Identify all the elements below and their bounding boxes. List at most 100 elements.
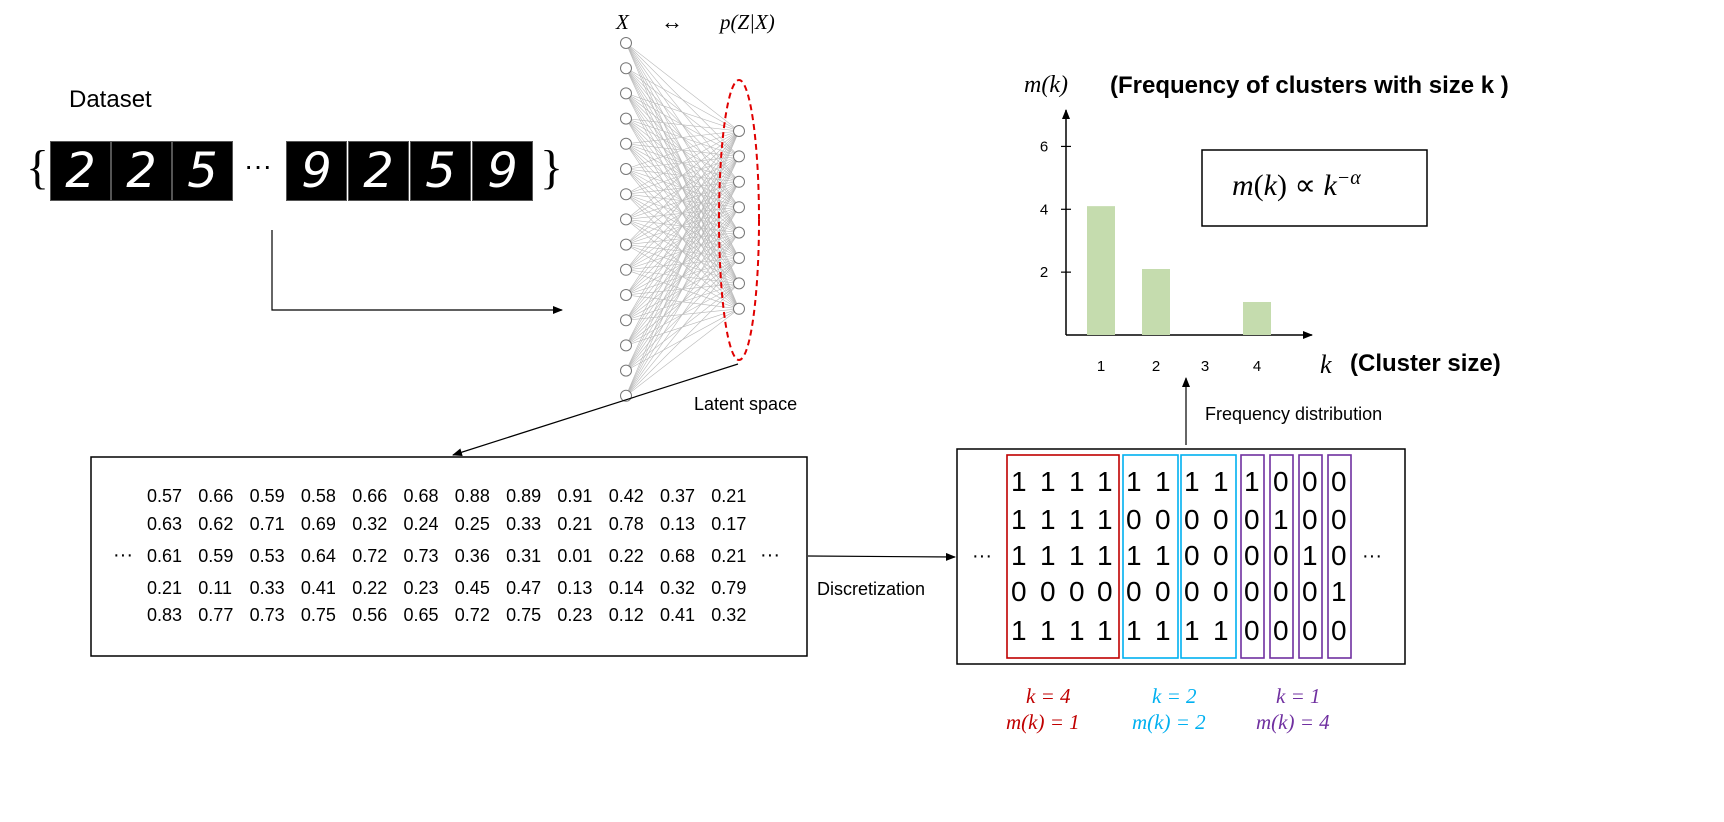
input-node: [620, 238, 632, 251]
binary-matrix-cell: 0: [1097, 576, 1113, 607]
chart-y-tick-label: 2: [1040, 264, 1048, 281]
latent-matrix-cell: 0.31: [506, 546, 542, 566]
latent-matrix-cell: 0.47: [506, 578, 542, 598]
binary-matrix-cell: 0: [1213, 504, 1229, 535]
latent-matrix-cell: 0.58: [300, 486, 336, 506]
latent-matrix-cell: 0.64: [300, 546, 336, 566]
binary-matrix-cell: 1: [1097, 504, 1113, 535]
dataset-to-network-arrow: [271, 230, 563, 314]
latent-matrix-cell: 0.75: [506, 605, 542, 625]
binary-matrix-cell: 0: [1331, 504, 1347, 535]
network-edge: [625, 130, 740, 220]
dataset-digit-image: 9: [286, 141, 347, 201]
binary-matrix-cell: 1: [1011, 540, 1027, 571]
latent-matrix-cell: 0.14: [608, 578, 644, 598]
latent-node: [733, 277, 745, 290]
binary-matrix-cell: 1: [1097, 540, 1113, 571]
input-node: [620, 314, 632, 327]
group-3-k-label: k = 1: [1276, 684, 1321, 708]
latent-matrix-cell: 0.88: [454, 486, 490, 506]
binary-matrix-cell: 1: [1331, 576, 1347, 607]
network-edge: [625, 42, 740, 132]
binary-matrix-cell: 1: [1040, 466, 1056, 497]
cluster-box: [1327, 454, 1352, 659]
latent-matrix-cell: 0.68: [403, 486, 439, 506]
latent-matrix-cell: 0.68: [660, 546, 696, 566]
formula-base: k: [1323, 169, 1337, 202]
latent-matrix-cell: 0.01: [557, 546, 593, 566]
latent-matrix-cell: 0.69: [300, 514, 336, 534]
formula-k: k: [1263, 169, 1277, 202]
binary-matrix-cell: 1: [1011, 466, 1027, 497]
network-edge: [625, 93, 740, 132]
formula-box: [1201, 149, 1428, 227]
latent-matrix-cell: 0.21: [711, 546, 747, 566]
latent-matrix-cell: 0.11: [198, 578, 232, 598]
group-1-m-label: m(k) = 1: [1006, 710, 1080, 734]
latent-node: [733, 201, 745, 214]
chart-x-tick-label: 4: [1253, 358, 1261, 375]
network-edge: [625, 130, 740, 170]
latent-matrix-cell: 0.23: [403, 578, 439, 598]
binary-matrix-cell: 0: [1331, 540, 1347, 571]
latent-space-label: Latent space: [694, 394, 798, 414]
formula-propto: ∝: [1294, 169, 1316, 202]
chart-bar: [1087, 206, 1115, 335]
network-label-p: p(Z|X): [720, 10, 775, 34]
latent-matrix-cell: 0.25: [454, 514, 490, 534]
latent-matrix-cell: 0.32: [352, 514, 388, 534]
binary-matrix-cell: 0: [1244, 576, 1260, 607]
binary-matrix-cell: 1: [1040, 615, 1056, 646]
latent-matrix-cell: 0.21: [711, 486, 747, 506]
latent-matrix-cell: 0.33: [249, 578, 285, 598]
cluster-box: [1240, 454, 1265, 659]
binary-matrix-cell: 1: [1011, 615, 1027, 646]
group-3-m-label: m(k) = 4: [1256, 710, 1330, 734]
latent-matrix-cell: 0.78: [608, 514, 644, 534]
binary-matrix-cell: 1: [1097, 466, 1113, 497]
binary-matrix-cell: 1: [1097, 615, 1113, 646]
binary-matrix-cell: 0: [1331, 466, 1347, 497]
binary-matrix-cell: 1: [1040, 540, 1056, 571]
input-node: [620, 263, 632, 276]
binary-matrix-cell: 1: [1184, 466, 1200, 497]
latent-to-matrix-arrow: [452, 363, 739, 457]
binary-matrix-cell: 1: [1213, 466, 1229, 497]
cluster-box: [1298, 454, 1323, 659]
latent-matrix-cell: 0.32: [711, 605, 747, 625]
binary-matrix-cell: 0: [1302, 504, 1318, 535]
dataset-title: Dataset: [69, 86, 152, 113]
latent-node: [733, 175, 745, 188]
latent-matrix-ellipsis-left: ···: [113, 544, 133, 566]
discretization-label: Discretization: [817, 579, 926, 599]
network-edge: [625, 130, 740, 371]
binary-matrix-cell: 0: [1040, 576, 1056, 607]
cluster-box: [1006, 454, 1120, 659]
cluster-boxes: [1006, 454, 1352, 659]
discretization-arrow: [807, 552, 956, 561]
latent-matrix-cell: 0.22: [608, 546, 644, 566]
latent-matrix-cell: 0.21: [557, 514, 593, 534]
binary-matrix-cell: 1: [1126, 615, 1142, 646]
latent-matrix-cell: 0.22: [352, 578, 388, 598]
latent-matrix-cell: 0.45: [454, 578, 490, 598]
input-node: [620, 339, 632, 352]
dataset-digit-image: 2: [111, 141, 172, 201]
binary-matrix-cell: 0: [1331, 615, 1347, 646]
binary-matrix-ellipsis-right: ···: [1362, 545, 1382, 567]
latent-matrix-ellipsis-right: ···: [760, 544, 780, 566]
binary-matrix-cell: 0: [1155, 576, 1171, 607]
input-node: [620, 87, 632, 100]
binary-matrix-cell: 0: [1302, 466, 1318, 497]
latent-matrix-cell: 0.59: [198, 546, 234, 566]
latent-matrix-cell: 0.41: [660, 605, 696, 625]
binary-matrix-box: [956, 448, 1406, 665]
latent-matrix-cell: 0.71: [249, 514, 285, 534]
binary-matrix-cell: 1: [1126, 540, 1142, 571]
input-node: [620, 188, 632, 201]
network-edge: [625, 130, 740, 245]
latent-matrix-cell: 0.32: [660, 578, 696, 598]
dataset-ellipsis: ···: [244, 150, 272, 181]
chart-bar: [1243, 302, 1271, 335]
latent-matrix-cell: 0.21: [147, 578, 183, 598]
